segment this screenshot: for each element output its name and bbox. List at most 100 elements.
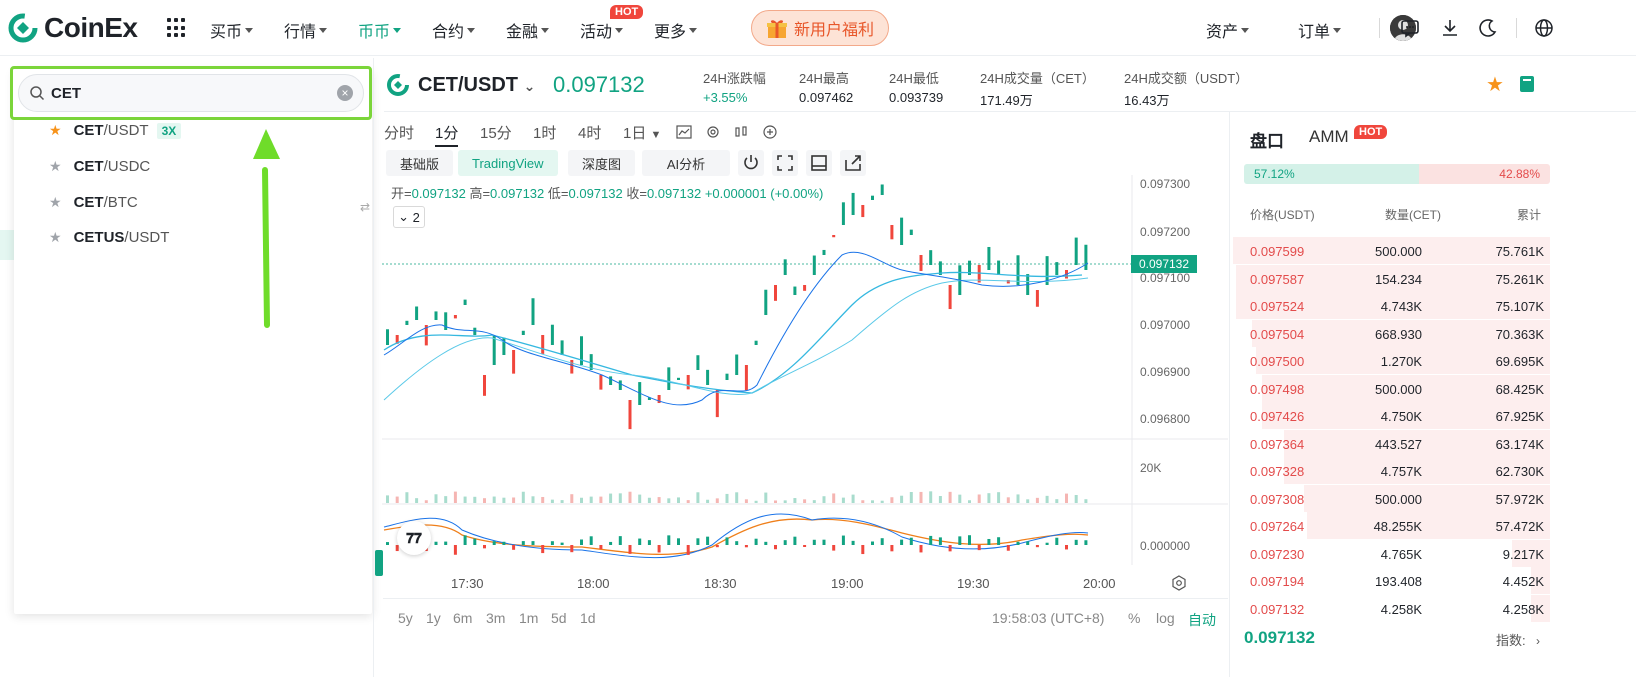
tab-amm[interactable]: AMM <box>1309 127 1349 146</box>
pair-price: 0.097132 <box>553 72 645 97</box>
ask-row[interactable]: 0.097194 193.408 4.452K <box>1230 567 1550 594</box>
apps-grid-icon[interactable] <box>167 18 187 38</box>
range-5d[interactable]: 5d <box>551 610 567 626</box>
star-filled-icon[interactable]: ★ <box>49 122 62 138</box>
tab-orderbook[interactable]: 盘口 <box>1250 132 1284 151</box>
view-depth-button[interactable]: 深度图 <box>568 150 636 176</box>
tf-4h[interactable]: 4时 <box>578 125 602 142</box>
tf-1d-dropdown[interactable]: 1日 ▼ <box>623 125 662 142</box>
view-tradingview-button[interactable]: TradingView <box>458 150 558 176</box>
chart-settings-icon[interactable] <box>1171 575 1187 591</box>
volume-bar <box>900 495 904 503</box>
tf-1h[interactable]: 1时 <box>533 125 557 142</box>
resize-handle-icon[interactable]: ⇄ <box>360 200 371 214</box>
pair-selector[interactable]: CET/USDT ⌄ <box>418 74 535 97</box>
download-icon[interactable] <box>1440 18 1460 38</box>
ask-row[interactable]: 0.097132 4.258K 4.258K <box>1230 594 1550 622</box>
nav-buy-crypto[interactable]: 买币 <box>210 18 254 42</box>
new-user-promo-button[interactable]: 新用户福利 <box>751 10 889 46</box>
power-icon[interactable] <box>738 150 764 176</box>
scale-log[interactable]: log <box>1156 610 1175 626</box>
clear-search-icon[interactable]: × <box>337 85 353 101</box>
volume-bar <box>686 500 690 503</box>
search-result-item[interactable]: ★ CET/USDT 3X <box>49 122 182 139</box>
range-3m[interactable]: 3m <box>486 610 506 626</box>
ask-row[interactable]: 0.097498 500.000 68.425K <box>1230 374 1550 402</box>
macd-bar <box>909 537 913 545</box>
ask-row[interactable]: 0.097230 4.765K 9.217K <box>1230 539 1550 567</box>
ask-row[interactable]: 0.097504 668.930 70.363K <box>1230 319 1550 347</box>
nav-assets[interactable]: 资产 <box>1206 18 1250 42</box>
favorite-star-icon[interactable]: ★ <box>1486 74 1504 96</box>
ask-price: 0.097132 <box>1250 601 1305 617</box>
range-1d[interactable]: 1d <box>580 610 596 626</box>
ask-row[interactable]: 0.097264 48.255K 57.472K <box>1230 512 1550 539</box>
volume-bar <box>948 491 952 503</box>
nav-markets[interactable]: 行情 <box>284 18 328 42</box>
globe-icon[interactable] <box>1534 18 1554 38</box>
message-icon[interactable] <box>1400 18 1420 38</box>
share-icon[interactable] <box>840 150 866 176</box>
book-icon[interactable] <box>1519 75 1535 93</box>
tf-1m[interactable]: 1分 <box>435 122 459 147</box>
layout-icon[interactable] <box>806 150 832 176</box>
scale-auto[interactable]: 自动 <box>1188 612 1216 628</box>
ask-row[interactable]: 0.097308 500.000 57.972K <box>1230 484 1550 512</box>
ask-total: 69.695K <box>1495 354 1544 369</box>
volume-bar <box>735 492 739 503</box>
search-icon <box>30 86 45 101</box>
nav-finance[interactable]: 金融 <box>506 18 550 42</box>
star-icon[interactable]: ★ <box>49 194 62 210</box>
avatar[interactable] <box>1390 15 1416 41</box>
search-result-item[interactable]: ★ CET/USDC <box>49 158 150 175</box>
scale-percent[interactable]: % <box>1128 610 1141 626</box>
ask-row[interactable]: 0.097599 500.000 75.761K <box>1230 237 1550 264</box>
macd-bar <box>890 545 894 552</box>
candle <box>774 285 777 301</box>
search-result-item[interactable]: ★ CETUS/USDT <box>49 229 169 246</box>
chart-side-tab[interactable] <box>375 550 383 576</box>
view-basic-button[interactable]: 基础版 <box>386 150 454 176</box>
range-6m[interactable]: 6m <box>453 610 473 626</box>
nav-spot[interactable]: 币币 <box>358 18 402 42</box>
ask-row[interactable]: 0.097587 154.234 75.261K <box>1230 264 1550 292</box>
indicator-toggle-button[interactable]: ⌄ 2 <box>393 206 425 228</box>
nav-activities[interactable]: 活动 <box>580 18 624 42</box>
arrow-up-icon <box>253 129 280 328</box>
candle <box>657 395 661 404</box>
ask-row[interactable]: 0.097364 443.527 63.174K <box>1230 429 1550 457</box>
sell-ratio: 42.88% <box>1418 164 1550 184</box>
tf-15m[interactable]: 15分 <box>480 125 512 142</box>
volume-bar <box>968 500 971 503</box>
chart-type-icon[interactable] <box>676 124 692 140</box>
range-5y[interactable]: 5y <box>398 610 413 626</box>
price-chart[interactable] <box>382 175 1228 565</box>
range-1m[interactable]: 1m <box>519 610 539 626</box>
star-icon[interactable]: ★ <box>49 229 62 245</box>
macd-bar <box>977 545 981 551</box>
coinex-logo[interactable]: CoinEx <box>8 12 138 44</box>
ask-row[interactable]: 0.097426 4.750K 67.925K <box>1230 402 1550 429</box>
search-result-item[interactable]: ★ CET/BTC <box>49 194 138 211</box>
ask-row[interactable]: 0.097524 4.743K 75.107K <box>1230 292 1550 319</box>
view-ai-button[interactable]: AI分析 <box>642 150 730 176</box>
nav-orders[interactable]: 订单 <box>1298 18 1342 42</box>
ask-row[interactable]: 0.097500 1.270K 69.695K <box>1230 347 1550 374</box>
add-indicator-icon[interactable] <box>762 124 778 140</box>
search-input[interactable] <box>51 84 337 102</box>
volume-bar <box>1006 497 1010 503</box>
nav-futures[interactable]: 合约 <box>432 18 476 42</box>
candlestick-series <box>386 184 1088 430</box>
search-field[interactable]: × <box>18 74 364 112</box>
range-1y[interactable]: 1y <box>426 610 441 626</box>
ask-price: 0.097328 <box>1250 464 1305 479</box>
moon-icon[interactable] <box>1478 18 1498 38</box>
chevron-right-icon[interactable]: › <box>1536 634 1540 648</box>
tf-tick[interactable]: 分时 <box>384 125 415 142</box>
fullscreen-icon[interactable] <box>772 150 798 176</box>
candles-icon[interactable] <box>733 124 749 140</box>
settings-icon[interactable] <box>705 124 721 140</box>
nav-more[interactable]: 更多 <box>654 18 698 42</box>
ask-row[interactable]: 0.097328 4.757K 62.730K <box>1230 457 1550 484</box>
star-icon[interactable]: ★ <box>49 158 62 174</box>
